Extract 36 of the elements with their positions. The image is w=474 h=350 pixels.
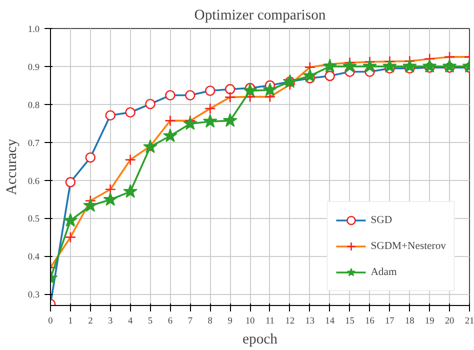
legend-label: Adam — [370, 266, 397, 278]
y-tick-label: 0.9 — [28, 62, 40, 73]
x-tick-label: 20 — [444, 316, 455, 326]
legend-label: SGDM+Nesterov — [370, 240, 446, 252]
y-tick-label: 0.4 — [28, 252, 40, 263]
x-tick-label: 5 — [148, 316, 153, 326]
y-tick-label: 0.6 — [28, 176, 40, 187]
y-tick-label: 0.8 — [28, 100, 40, 111]
x-tick-label: 18 — [404, 316, 415, 326]
x-axis-title: epoch — [242, 332, 278, 348]
x-tick-label: 4 — [128, 316, 133, 326]
x-tick-label: 1 — [68, 316, 74, 326]
x-tick-label: 0 — [48, 316, 54, 326]
x-tick-label: 9 — [228, 316, 233, 326]
x-tick-label: 14 — [325, 316, 335, 326]
x-tick-label: 21 — [464, 316, 474, 326]
y-tick-label: 0.3 — [28, 290, 40, 301]
x-tick-label: 11 — [265, 316, 275, 326]
x-tick-label: 19 — [424, 316, 435, 326]
chart-title: Optimizer comparison — [194, 8, 326, 24]
x-tick-label: 3 — [108, 316, 114, 326]
x-tick-label: 17 — [385, 316, 395, 326]
x-tick-label: 15 — [345, 316, 355, 326]
x-tick-label: 16 — [365, 316, 375, 326]
x-tick-label: 8 — [208, 316, 213, 326]
legend-label: SGD — [370, 214, 392, 226]
x-tick-label: 2 — [88, 316, 94, 326]
y-axis-title: Accuracy — [4, 138, 20, 196]
x-tick-label: 7 — [188, 316, 193, 326]
x-tick-label: 12 — [285, 316, 295, 326]
x-tick-label: 6 — [168, 316, 173, 326]
x-tick-label: 13 — [305, 316, 315, 326]
x-tick-label: 10 — [245, 316, 256, 326]
y-tick-label: 0.7 — [28, 138, 40, 149]
y-tick-label: 1.0 — [28, 25, 40, 35]
y-tick-label: 0.5 — [28, 214, 40, 225]
